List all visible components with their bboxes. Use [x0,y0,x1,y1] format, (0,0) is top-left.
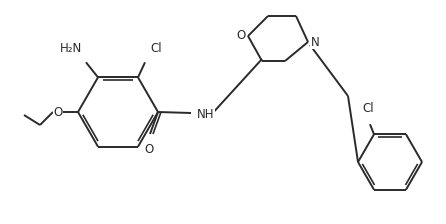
Text: Cl: Cl [150,42,161,55]
Text: O: O [54,106,62,118]
Text: Cl: Cl [362,102,374,115]
Text: H₂N: H₂N [60,42,82,55]
Text: N: N [310,35,319,49]
Text: O: O [145,143,153,156]
Text: O: O [236,28,246,41]
Text: NH: NH [197,108,215,121]
